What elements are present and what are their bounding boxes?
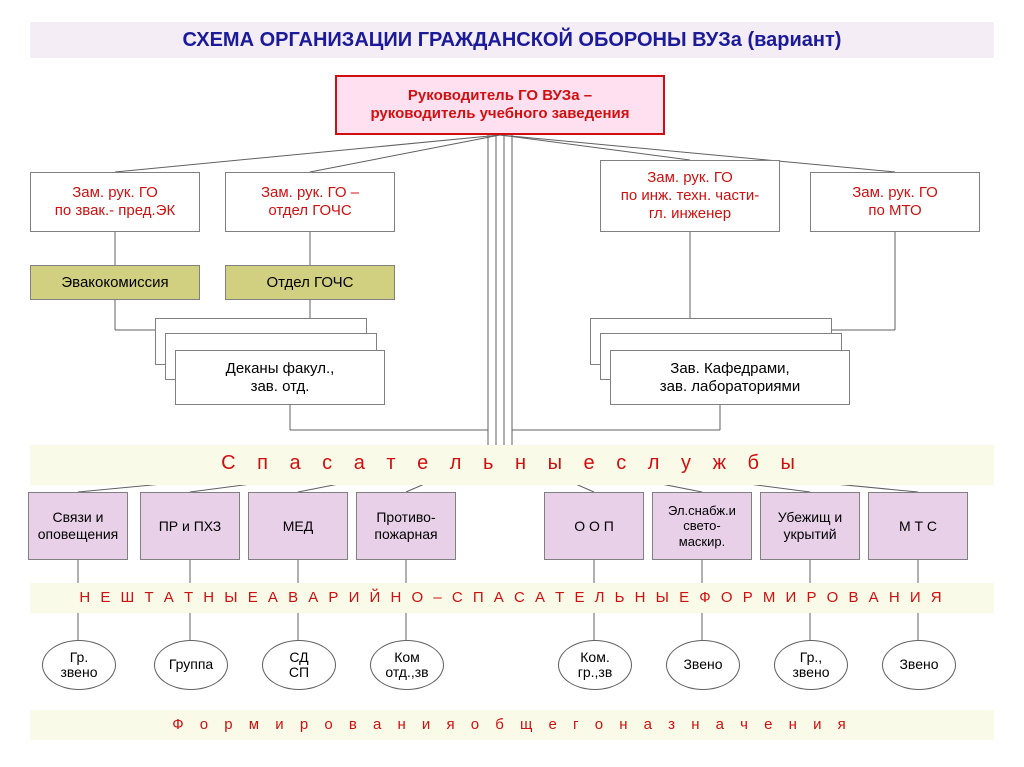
service-fire: Противо- пожарная (356, 492, 456, 560)
service-elec: Эл.снабж.и свето- маскир. (652, 492, 752, 560)
root-line1: Руководитель ГО ВУЗа – (408, 87, 592, 105)
service-prphz: ПР и ПХЗ (140, 492, 240, 560)
formation-7: Гр., звено (774, 640, 848, 690)
service-oop: О О П (544, 492, 644, 560)
gochs-dept: Отдел ГОЧС (225, 265, 395, 300)
deputy-evac: Зам. рук. ГО по звак.- пред.ЭК (30, 172, 200, 232)
formation-2: Группа (154, 640, 228, 690)
rescue-band-label: С п а с а т е л ь н ы е с л у ж б ы (0, 452, 1024, 475)
formation-3: СД СП (262, 640, 336, 690)
deputy-eng: Зам. рук. ГО по инж. техн. части- гл. ин… (600, 160, 780, 232)
root-node: Руководитель ГО ВУЗа – руководитель учеб… (335, 75, 665, 135)
formation-4: Ком отд.,зв (370, 640, 444, 690)
deputy-mto: Зам. рук. ГО по МТО (810, 172, 980, 232)
service-mts: М Т С (868, 492, 968, 560)
service-med: МЕД (248, 492, 348, 560)
diagram-title: СХЕМА ОРГАНИЗАЦИИ ГРАЖДАНСКОЙ ОБОРОНЫ ВУ… (30, 22, 994, 58)
root-line2: руководитель учебного заведения (370, 105, 629, 123)
evac-commission: Эвакокомиссия (30, 265, 200, 300)
formation-5: Ком. гр.,зв (558, 640, 632, 690)
service-comm: Связи и оповещения (28, 492, 128, 560)
formation-8: Звено (882, 640, 956, 690)
nasf-band-label: Н Е Ш Т А Т Н Ы Е А В А Р И Й Н О – С П … (0, 589, 1024, 606)
org-chart: СХЕМА ОРГАНИЗАЦИИ ГРАЖДАНСКОЙ ОБОРОНЫ ВУ… (0, 0, 1024, 767)
formation-6: Звено (666, 640, 740, 690)
deans-node: Деканы факул., зав. отд. (175, 350, 385, 405)
deputy-gochs: Зам. рук. ГО – отдел ГОЧС (225, 172, 395, 232)
general-band-label: Ф о р м и р о в а н и я о б щ е г о н а … (0, 716, 1024, 733)
service-shelter: Убежищ и укрытий (760, 492, 860, 560)
chairs-node: Зав. Кафедрами, зав. лабораториями (610, 350, 850, 405)
formation-1: Гр. звено (42, 640, 116, 690)
